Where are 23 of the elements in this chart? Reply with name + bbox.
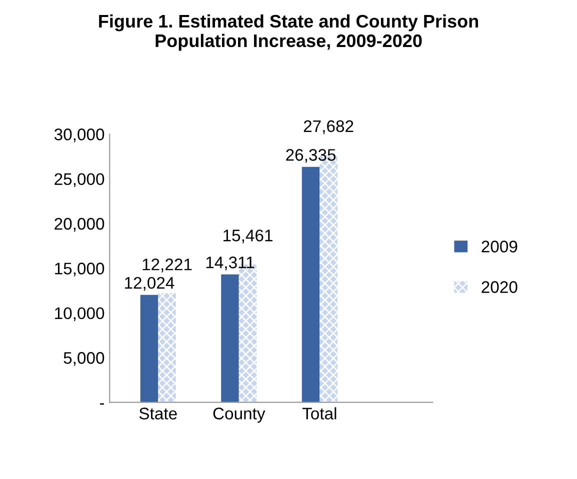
bar — [140, 294, 158, 402]
y-tick-label: - — [100, 403, 104, 405]
chart-title: Figure 1. Estimated State and County Prison Population Increase, 2009-2020 — [99, 14, 478, 51]
bar — [158, 293, 176, 402]
x-tick-label: State — [139, 408, 177, 420]
x-tick-label: County — [213, 408, 266, 423]
data-label: 12,024 — [124, 276, 174, 291]
legend-label: 2009 — [482, 240, 518, 252]
data-label: 12,221 — [142, 258, 192, 272]
y-tick-label: 10,000 — [55, 307, 104, 322]
data-label: 14,311 — [206, 256, 254, 270]
y-tick-label: 30,000 — [54, 128, 104, 142]
legend-label: 2020 — [482, 281, 518, 293]
bar — [302, 166, 320, 402]
y-tick-label: 15,000 — [55, 262, 104, 276]
data-label: 15,461 — [224, 230, 272, 244]
y-tick-label: 20,000 — [54, 218, 104, 232]
data-label: 27,682 — [304, 120, 354, 134]
bar — [221, 274, 239, 402]
x-tick-label: Total — [302, 407, 336, 420]
y-tick-label: 25,000 — [54, 173, 104, 187]
data-label: 26,335 — [286, 149, 336, 163]
y-tick-label: 5,000 — [64, 352, 104, 366]
